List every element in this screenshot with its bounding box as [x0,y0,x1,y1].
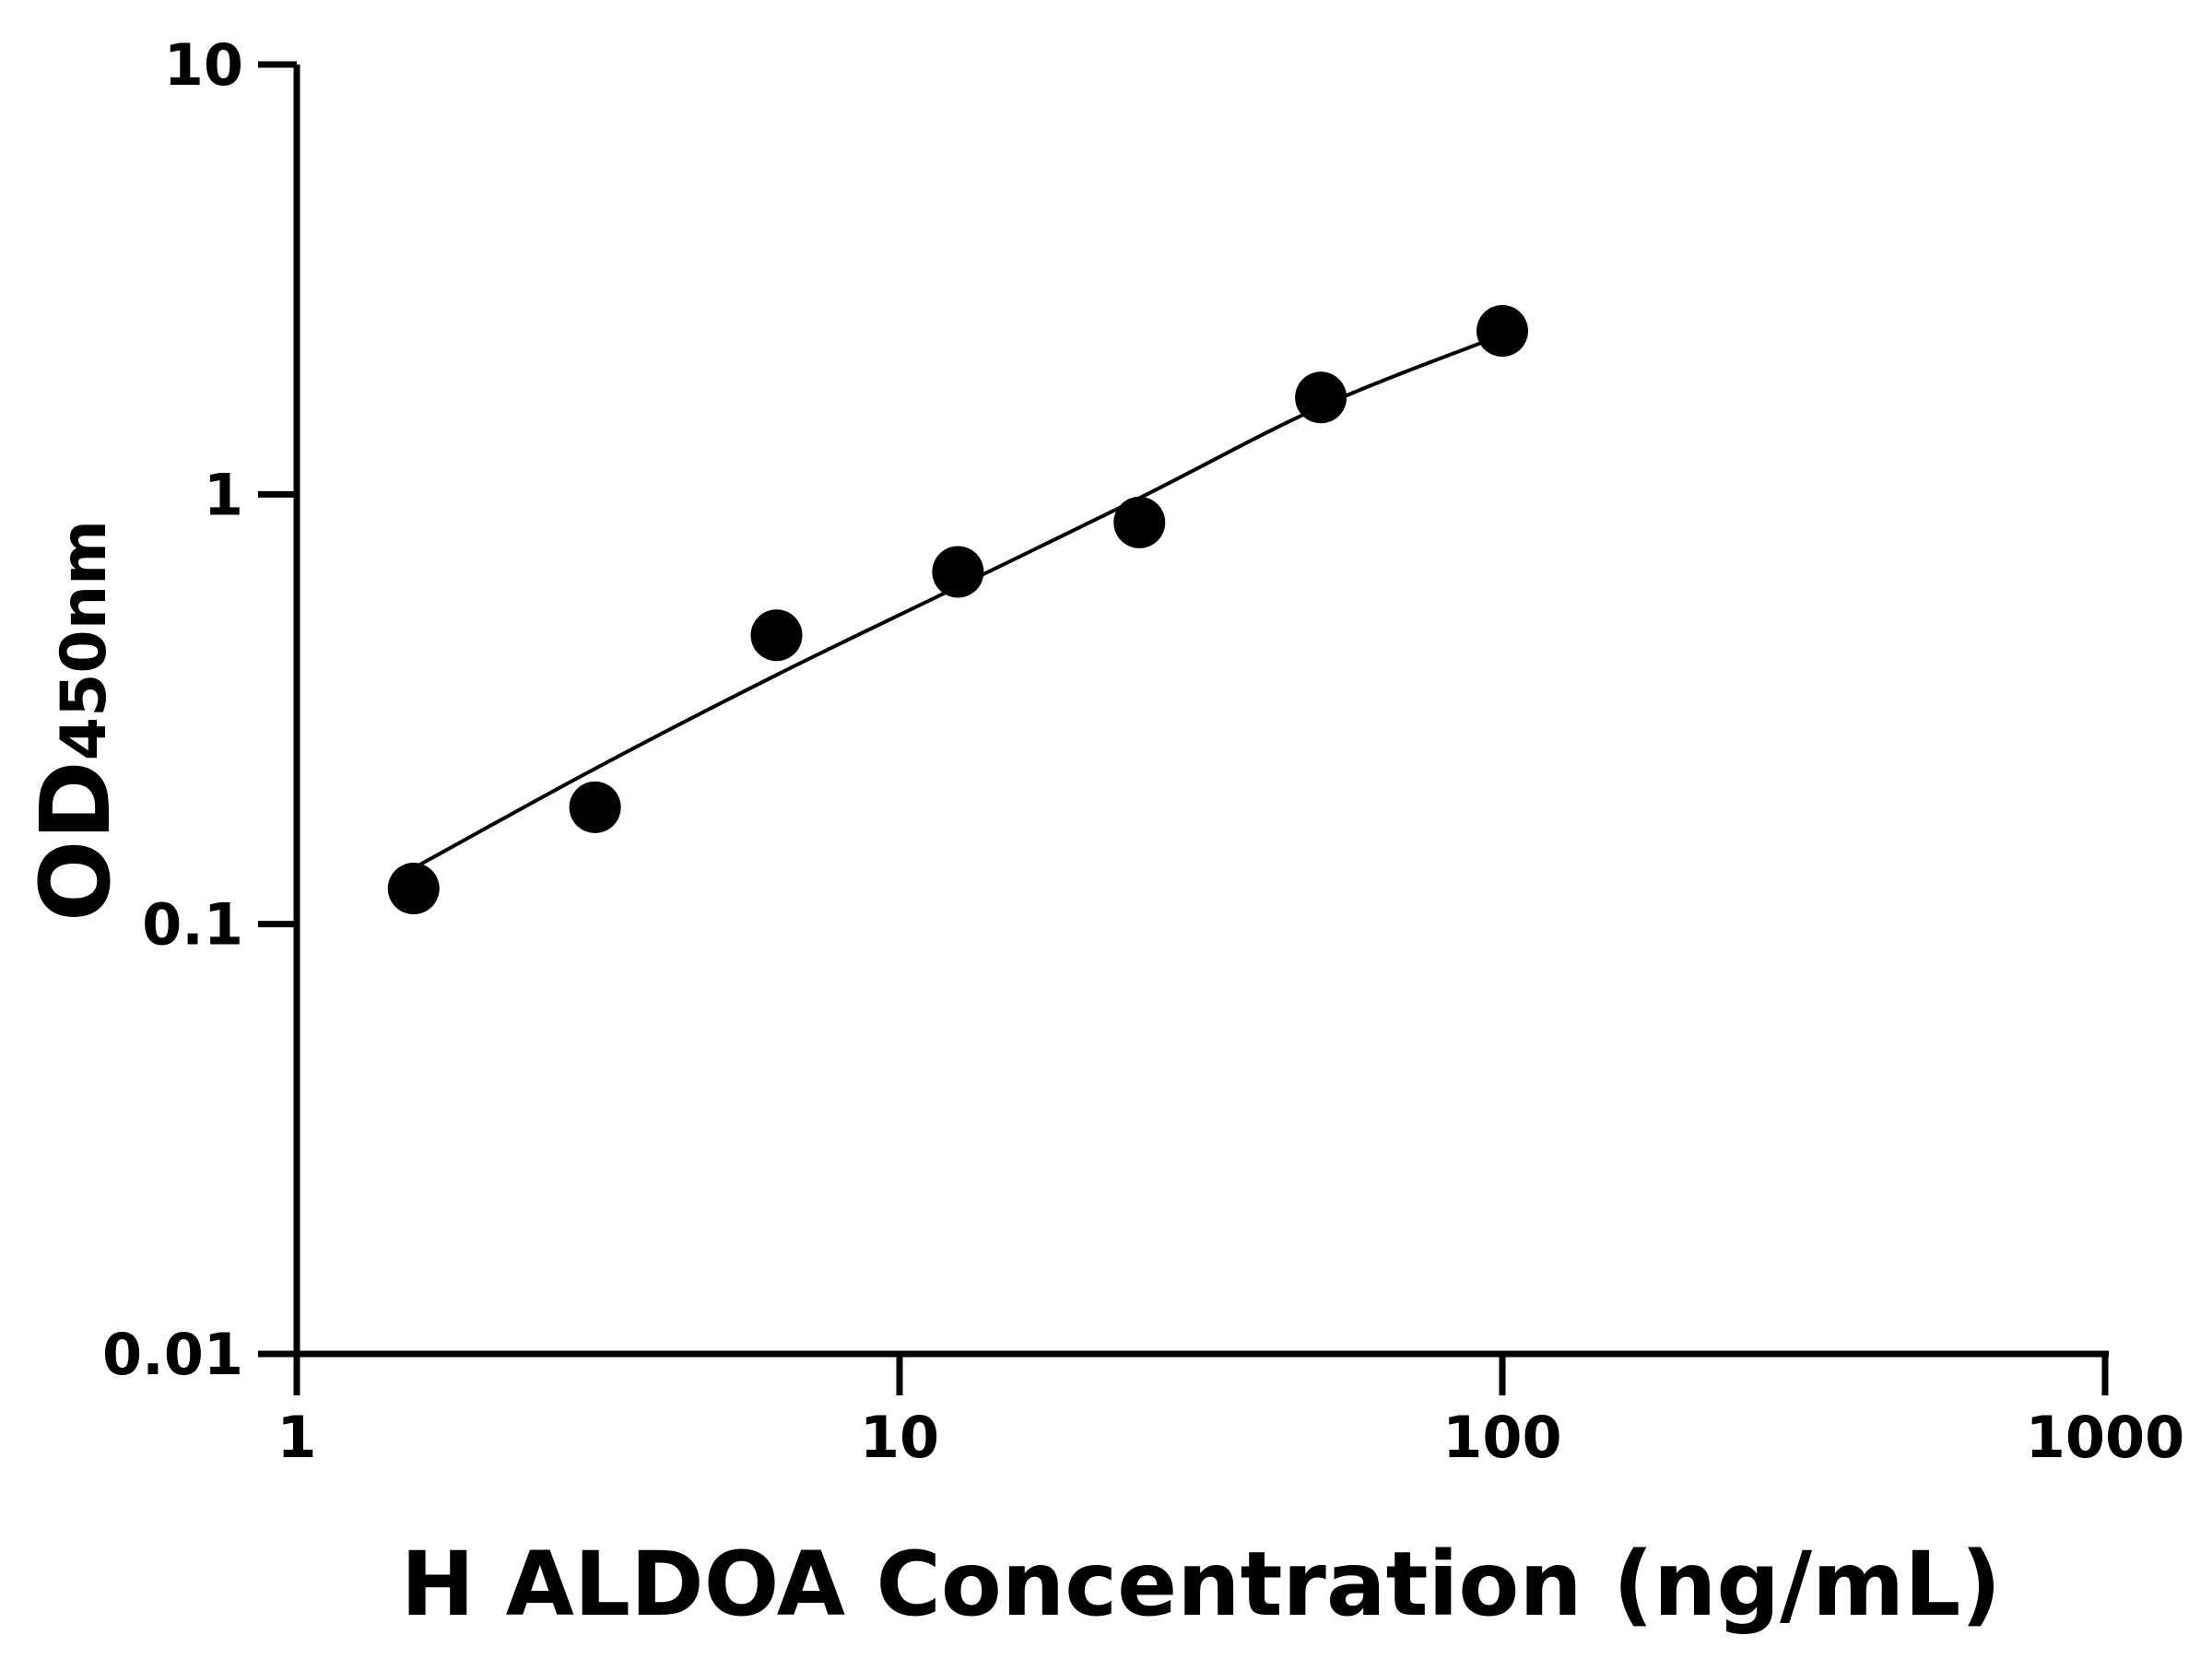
x-tick-label: 100 [1442,1404,1561,1471]
data-point [1477,305,1528,358]
data-point [1295,371,1347,424]
data-point [569,781,621,833]
data-point [1113,496,1166,548]
y-tick-label: 10 [164,31,243,99]
tick-labels: 1 10 100 1000 0.01 0.1 1 10 [102,31,2184,1471]
x-tick-label: 1 [276,1404,316,1471]
x-tick-label: 10 [860,1404,939,1471]
y-axis-label-subscript: 450nm [48,520,121,760]
x-tick-label: 1000 [2026,1404,2185,1471]
y-tick-label: 1 [204,461,243,528]
data-points [387,305,1528,915]
y-tick-label: 0.01 [102,1321,243,1388]
data-point [750,609,803,662]
y-tick-label: 0.1 [142,891,243,959]
y-axis-label-main: OD [19,760,132,922]
data-point [387,863,440,915]
axes [258,61,2109,1395]
y-axis-label: OD450nm [19,520,132,922]
data-point [932,546,984,598]
x-axis-label: H ALDOA Concentration (ng/mL) [401,1533,2001,1636]
